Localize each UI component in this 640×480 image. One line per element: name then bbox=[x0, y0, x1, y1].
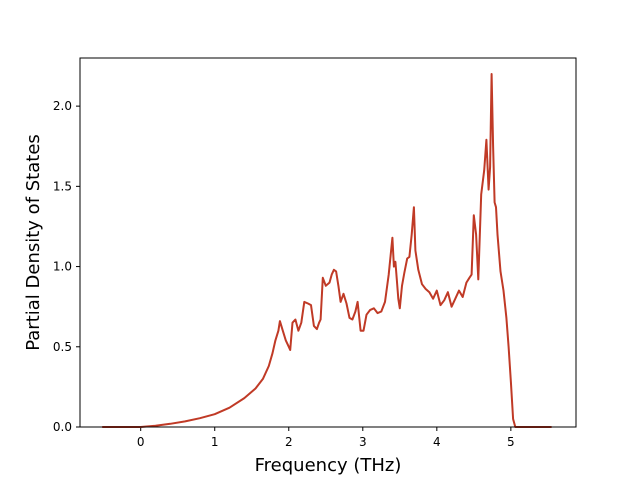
x-tick-label: 2 bbox=[285, 435, 293, 449]
y-axis-ticks: 0.0 0.5 1.0 1.5 2.0 bbox=[53, 99, 80, 434]
series-line bbox=[102, 73, 552, 428]
x-axis-title: Frequency (THz) bbox=[255, 455, 402, 476]
x-tick-label: 1 bbox=[211, 435, 219, 449]
x-axis-ticks: 0 1 2 3 4 5 bbox=[137, 427, 515, 449]
y-tick-label: 1.5 bbox=[53, 179, 72, 193]
y-tick-label: 1.0 bbox=[53, 260, 72, 274]
plot-frame bbox=[79, 57, 577, 428]
x-tick-label: 4 bbox=[433, 435, 441, 449]
y-axis-title: Partial Density of States bbox=[23, 134, 44, 351]
y-tick-label: 0.0 bbox=[53, 420, 72, 434]
x-tick-label: 5 bbox=[507, 435, 515, 449]
x-tick-label: 0 bbox=[137, 435, 145, 449]
x-tick-label: 3 bbox=[359, 435, 367, 449]
y-tick-label: 2.0 bbox=[53, 99, 72, 113]
y-tick-label: 0.5 bbox=[53, 340, 72, 354]
